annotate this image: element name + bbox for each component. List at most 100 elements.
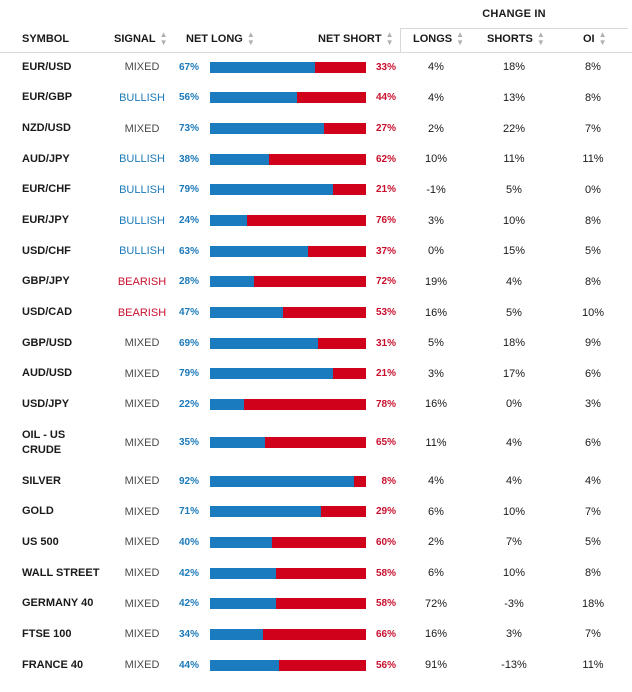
oi-change-cell: 11% — [582, 153, 604, 166]
symbol-cell[interactable]: FTSE 100 — [22, 627, 72, 640]
net-short-bar — [210, 368, 366, 380]
longs-change-cell: 4% — [428, 91, 444, 104]
sentiment-bar — [210, 558, 366, 589]
symbol-header-label: SYMBOL — [22, 33, 70, 45]
net-long-percent: 67% — [178, 61, 199, 73]
net-long-bar — [210, 184, 334, 196]
sentiment-bar — [210, 619, 366, 650]
net-long-percent: 38% — [178, 153, 199, 165]
net-short-bar — [210, 153, 366, 165]
table-row[interactable]: GOLD MIXED 71% 29% 6% 10% 7% — [0, 496, 632, 527]
net-long-bar — [210, 475, 354, 487]
sort-arrows-icon: ▲ ▼ — [598, 30, 607, 48]
table-row[interactable]: GERMANY 40 MIXED 42% 58% 72% -3% 18% — [0, 588, 632, 619]
sentiment-bar — [210, 466, 366, 497]
symbol-column-header[interactable]: SYMBOL — [22, 28, 69, 52]
sentiment-bar — [210, 175, 366, 206]
net-long-percent: 34% — [178, 628, 199, 640]
table-row[interactable]: EUR/JPY BULLISH 24% 76% 3% 10% 8% — [0, 205, 632, 236]
net-long-column-header[interactable]: NET LONG ▲ ▼ — [186, 28, 255, 52]
symbol-cell[interactable]: AUD/JPY — [22, 152, 70, 165]
symbol-cell[interactable]: EUR/USD — [22, 60, 72, 73]
net-long-bar — [210, 506, 321, 518]
table-row[interactable]: FRANCE 40 MIXED 44% 56% 91% -13% 11% — [0, 650, 632, 681]
symbol-cell[interactable]: GERMANY 40 — [22, 597, 94, 610]
longs-column-header[interactable]: LONGS ▲ ▼ — [400, 28, 464, 52]
net-long-bar — [210, 245, 309, 257]
net-short-bar — [210, 276, 366, 288]
shorts-column-header[interactable]: SHORTS ▲ ▼ — [487, 28, 545, 52]
longs-change-cell: 2% — [428, 536, 444, 549]
net-short-percent: 72% — [375, 276, 396, 288]
sentiment-bar — [210, 359, 366, 390]
symbol-cell[interactable]: GOLD — [22, 505, 54, 518]
oi-change-cell: 8% — [585, 275, 601, 288]
net-long-percent: 73% — [178, 123, 199, 135]
longs-change-cell: 19% — [424, 275, 448, 288]
sentiment-bar — [210, 389, 366, 420]
table-row[interactable]: AUD/JPY BULLISH 38% 62% 10% 11% 11% — [0, 144, 632, 175]
oi-column-header[interactable]: OI ▲ ▼ — [583, 28, 607, 52]
table-row[interactable]: FTSE 100 MIXED 34% 66% 16% 3% 7% — [0, 619, 632, 650]
sentiment-bar — [210, 527, 366, 558]
table-row[interactable]: AUD/USD MIXED 79% 21% 3% 17% 6% — [0, 359, 632, 390]
symbol-cell[interactable]: FRANCE 40 — [22, 658, 84, 671]
symbol-cell[interactable]: US 500 — [22, 535, 59, 548]
net-long-percent: 47% — [178, 307, 199, 318]
net-short-bar — [210, 567, 366, 579]
sentiment-bar — [210, 236, 366, 267]
table-row[interactable]: EUR/USD MIXED 67% 33% 4% 18% 8% — [0, 52, 632, 83]
symbol-cell[interactable]: USD/CHF — [22, 244, 71, 257]
net-long-bar — [210, 628, 264, 640]
symbol-cell[interactable]: USD/CAD — [22, 306, 73, 318]
signal-cell: MIXED — [124, 367, 160, 380]
table-row[interactable]: GBP/JPY BEARISH 28% 72% 19% 4% 8% — [0, 267, 632, 298]
table-row[interactable]: EUR/GBP BULLISH 56% 44% 4% 13% 8% — [0, 83, 632, 114]
oi-change-cell: 9% — [585, 337, 601, 350]
table-row[interactable]: USD/CHF BULLISH 63% 37% 0% 15% 5% — [0, 236, 632, 267]
net-long-percent: 44% — [178, 659, 199, 671]
symbol-cell[interactable]: AUD/USD — [22, 367, 73, 380]
net-long-bar — [210, 215, 248, 227]
table-row[interactable]: USD/JPY MIXED 22% 78% 16% 0% 3% — [0, 389, 632, 420]
change-in-header: CHANGE IN — [400, 0, 628, 29]
oi-change-cell: 8% — [585, 91, 601, 104]
net-short-percent: 76% — [375, 215, 396, 227]
table-row[interactable]: OIL - US CRUDE MIXED 35% 65% 11% 4% 6% — [0, 420, 632, 466]
symbol-cell[interactable]: GBP/JPY — [22, 275, 70, 288]
oi-change-cell: 11% — [582, 659, 604, 671]
symbol-cell[interactable]: OIL - US CRUDE — [22, 428, 66, 456]
symbol-cell[interactable]: USD/JPY — [22, 397, 70, 410]
symbol-cell[interactable]: GBP/USD — [22, 336, 73, 349]
net-short-bar — [210, 307, 366, 318]
shorts-change-cell: 10% — [502, 214, 526, 227]
net-long-percent: 24% — [178, 215, 199, 227]
table-row[interactable]: USD/CAD BEARISH 47% 53% 16% 5% 10% — [0, 297, 632, 328]
oi-change-cell: 8% — [585, 567, 601, 580]
net-short-header-label: NET SHORT — [318, 33, 382, 45]
net-short-percent: 53% — [375, 307, 396, 318]
symbol-cell[interactable]: NZD/USD — [22, 122, 71, 135]
symbol-cell[interactable]: EUR/GBP — [22, 91, 73, 104]
symbol-cell[interactable]: EUR/CHF — [22, 183, 71, 196]
net-short-percent: 65% — [375, 437, 396, 449]
longs-change-cell: 11% — [425, 436, 447, 449]
table-row[interactable]: EUR/CHF BULLISH 79% 21% -1% 5% 0% — [0, 175, 632, 206]
symbol-cell[interactable]: EUR/JPY — [22, 214, 70, 227]
shorts-change-cell: 11% — [503, 153, 525, 166]
signal-column-header[interactable]: SIGNAL ▲ ▼ — [114, 28, 167, 52]
signal-cell: BEARISH — [117, 275, 167, 288]
table-row[interactable]: WALL STREET MIXED 42% 58% 6% 10% 8% — [0, 558, 632, 589]
table-row[interactable]: GBP/USD MIXED 69% 31% 5% 18% 9% — [0, 328, 632, 359]
table-row[interactable]: US 500 MIXED 40% 60% 2% 7% 5% — [0, 527, 632, 558]
oi-change-cell: 7% — [585, 122, 601, 135]
net-long-percent: 35% — [178, 437, 199, 449]
symbol-cell[interactable]: WALL STREET — [22, 566, 100, 579]
net-short-column-header[interactable]: NET SHORT ▲ ▼ — [318, 28, 393, 52]
net-short-bar — [210, 475, 366, 487]
table-row[interactable]: SILVER MIXED 92% 8% 4% 4% 4% — [0, 466, 632, 497]
signal-cell: MIXED — [124, 436, 160, 449]
signal-cell: MIXED — [124, 567, 160, 580]
symbol-cell[interactable]: SILVER — [22, 474, 61, 487]
table-row[interactable]: NZD/USD MIXED 73% 27% 2% 22% 7% — [0, 113, 632, 144]
